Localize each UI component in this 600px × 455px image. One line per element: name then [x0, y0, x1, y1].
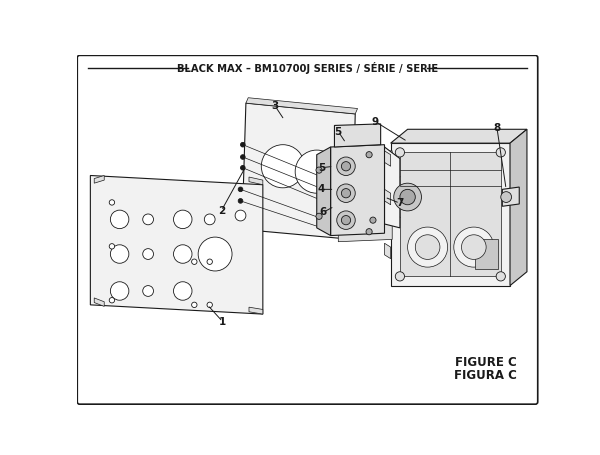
Circle shape: [415, 235, 440, 259]
Polygon shape: [317, 147, 331, 236]
Polygon shape: [246, 98, 358, 114]
Circle shape: [173, 282, 192, 300]
Circle shape: [341, 162, 350, 171]
Polygon shape: [475, 239, 499, 268]
Polygon shape: [94, 298, 104, 306]
Circle shape: [316, 167, 322, 173]
Circle shape: [241, 155, 245, 159]
Circle shape: [316, 213, 322, 219]
Text: FIGURE C: FIGURE C: [455, 356, 517, 369]
Circle shape: [394, 183, 421, 211]
Circle shape: [173, 245, 192, 263]
Circle shape: [109, 200, 115, 205]
Text: 8: 8: [493, 123, 500, 133]
Circle shape: [110, 245, 129, 263]
Circle shape: [207, 302, 212, 308]
Circle shape: [198, 237, 232, 271]
Polygon shape: [249, 307, 263, 314]
Polygon shape: [385, 151, 391, 166]
Polygon shape: [385, 147, 400, 228]
Polygon shape: [391, 143, 510, 286]
Circle shape: [336, 174, 359, 197]
Circle shape: [205, 214, 215, 225]
Polygon shape: [391, 129, 527, 143]
Circle shape: [496, 148, 505, 157]
Circle shape: [407, 227, 448, 267]
Circle shape: [235, 210, 246, 221]
Text: 3: 3: [272, 101, 279, 111]
Polygon shape: [94, 176, 104, 183]
Text: FIGURA C: FIGURA C: [454, 369, 517, 382]
FancyBboxPatch shape: [77, 56, 538, 404]
Circle shape: [262, 145, 304, 188]
Polygon shape: [338, 151, 392, 242]
Circle shape: [295, 150, 338, 193]
Circle shape: [461, 235, 486, 259]
Circle shape: [143, 248, 154, 259]
Circle shape: [109, 243, 115, 249]
Text: 7: 7: [396, 198, 404, 208]
Circle shape: [341, 188, 350, 198]
Circle shape: [238, 187, 243, 192]
Circle shape: [110, 210, 129, 228]
Circle shape: [370, 217, 376, 223]
Circle shape: [341, 216, 350, 225]
Text: 9: 9: [371, 116, 379, 126]
Circle shape: [322, 161, 355, 195]
Polygon shape: [385, 243, 391, 258]
Text: BLACK MAX – BM10700J SERIES / SÉRIE / SERIE: BLACK MAX – BM10700J SERIES / SÉRIE / SE…: [177, 62, 438, 74]
Polygon shape: [91, 176, 263, 314]
Text: 5: 5: [335, 126, 342, 136]
Circle shape: [337, 211, 355, 229]
Circle shape: [496, 272, 505, 281]
Text: 5: 5: [318, 163, 325, 173]
Circle shape: [207, 259, 212, 264]
Text: 6: 6: [319, 207, 326, 217]
Circle shape: [143, 214, 154, 225]
Polygon shape: [400, 152, 501, 276]
Polygon shape: [510, 129, 527, 286]
Text: 4: 4: [317, 184, 325, 194]
Circle shape: [400, 189, 415, 205]
Polygon shape: [331, 145, 385, 236]
Circle shape: [173, 210, 192, 228]
Circle shape: [238, 198, 243, 203]
Circle shape: [366, 152, 372, 158]
Circle shape: [395, 272, 404, 281]
Polygon shape: [502, 187, 519, 206]
Circle shape: [337, 157, 355, 176]
Circle shape: [366, 228, 372, 235]
Polygon shape: [334, 124, 380, 147]
Circle shape: [110, 282, 129, 300]
Circle shape: [395, 148, 404, 157]
Polygon shape: [242, 103, 355, 239]
Circle shape: [241, 142, 245, 147]
Polygon shape: [385, 189, 391, 205]
Text: 1: 1: [219, 317, 226, 327]
Text: 2: 2: [218, 206, 225, 216]
Circle shape: [501, 192, 512, 202]
Circle shape: [241, 166, 245, 170]
Circle shape: [454, 227, 494, 267]
Circle shape: [143, 286, 154, 296]
Circle shape: [337, 184, 355, 202]
Circle shape: [191, 259, 197, 264]
Polygon shape: [249, 177, 263, 185]
Circle shape: [109, 298, 115, 303]
Circle shape: [191, 302, 197, 308]
Circle shape: [386, 176, 429, 218]
